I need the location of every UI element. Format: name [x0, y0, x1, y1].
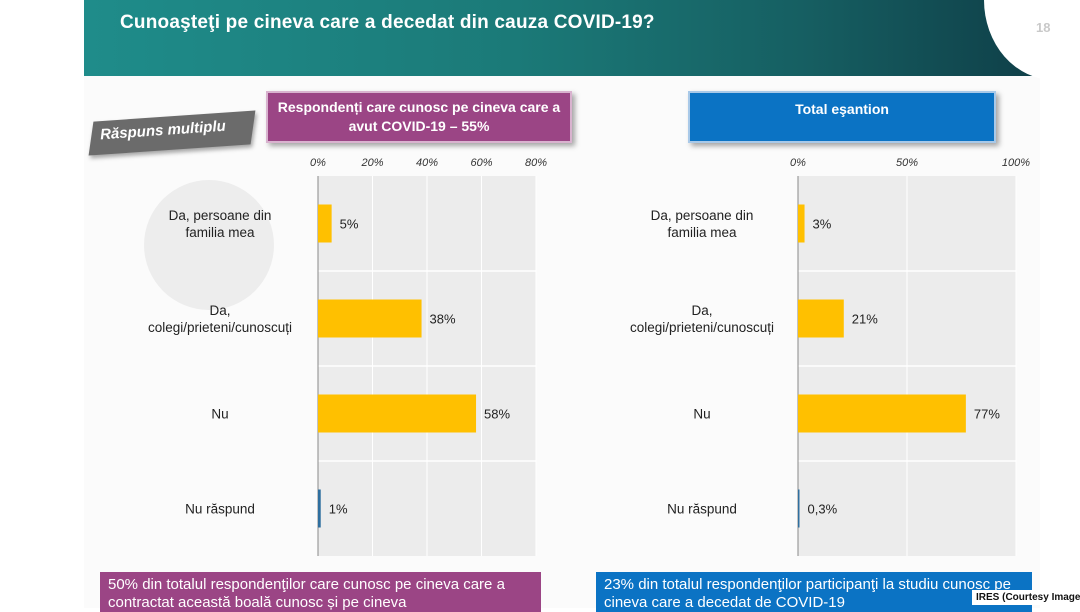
x-tick-label: 0% [790, 157, 806, 169]
right-footnote: 23% din totalul respondenţilor participa… [596, 572, 1032, 612]
left-footnote: 50% din totalul respondenţilor care cuno… [100, 572, 541, 612]
value-label: 5% [340, 217, 359, 232]
image-credit: IRES (Courtesy Image) [972, 590, 1080, 605]
category-label: Nu răspund [667, 502, 737, 517]
category-label: colegi/prieteni/cunoscuți [148, 320, 292, 335]
category-label: Da, [691, 303, 712, 318]
category-label: Nu răspund [185, 502, 255, 517]
value-label: 0,3% [808, 502, 838, 517]
category-label: familia mea [185, 225, 255, 240]
bar [798, 299, 844, 338]
category-label: Nu [693, 407, 710, 422]
right-bar-chart: 0% 50% 100% 3% Da, persoane din familia mea 21… [630, 157, 1030, 556]
bar [798, 489, 800, 528]
bar [798, 204, 805, 243]
virus-decoration [144, 180, 274, 310]
bar [798, 394, 966, 433]
category-label: Nu [211, 407, 228, 422]
x-tick-label: 0% [310, 157, 326, 169]
value-label: 38% [430, 312, 456, 327]
category-label: Da, [209, 303, 230, 318]
x-tick-label: 80% [525, 157, 547, 169]
category-label: Da, persoane din [169, 208, 272, 223]
x-tick-label: 100% [1002, 157, 1030, 169]
value-label: 3% [813, 217, 832, 232]
bar [318, 489, 321, 528]
bar [318, 394, 477, 433]
right-chart-title: Total eşantion [688, 91, 996, 143]
category-label: Da, persoane din [651, 208, 754, 223]
x-tick-label: 50% [896, 157, 918, 169]
left-bar-chart: 0% 20% 40% 60% 80% 5% Da, persoane din familia … [148, 157, 547, 556]
value-label: 58% [484, 407, 510, 422]
bar [318, 204, 332, 243]
x-tick-label: 40% [416, 157, 438, 169]
category-label: colegi/prieteni/cunoscuți [630, 320, 774, 335]
category-label: familia mea [667, 225, 737, 240]
page-title: Cunoaşteţi pe cineva care a decedat din … [120, 12, 655, 33]
left-chart-title: Respondenți care cunosc pe cineva care a… [266, 91, 572, 143]
header-band [84, 0, 1040, 76]
value-label: 77% [974, 407, 1000, 422]
x-tick-label: 60% [470, 157, 492, 169]
value-label: 1% [329, 502, 348, 517]
bar [318, 299, 422, 338]
x-tick-label: 20% [360, 157, 383, 169]
page-number: 18 [1036, 20, 1051, 35]
value-label: 21% [852, 312, 878, 327]
